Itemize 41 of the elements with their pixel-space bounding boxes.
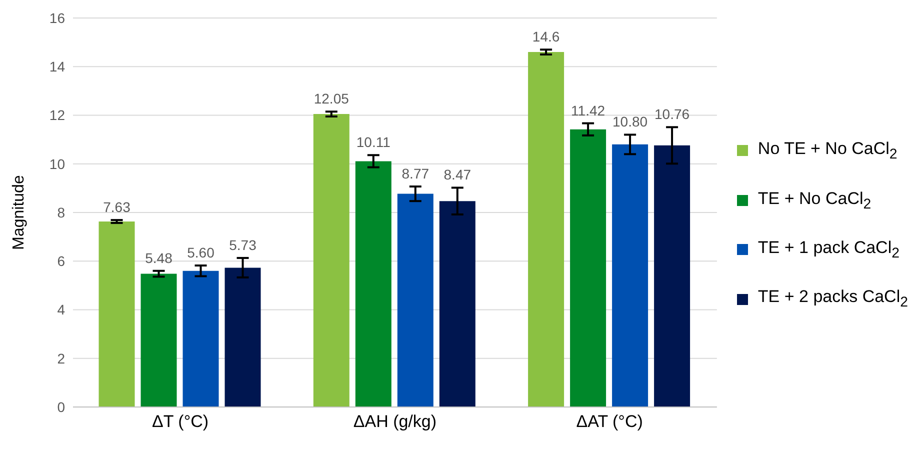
bar (140, 274, 177, 407)
y-tick-label: 10 (49, 156, 66, 172)
data-label: 10.11 (356, 134, 391, 150)
data-label: 5.48 (145, 250, 173, 266)
data-label: 14.6 (532, 28, 560, 45)
bar (528, 52, 564, 407)
y-tick-label: 4 (57, 302, 66, 318)
bar (313, 114, 350, 407)
bar (98, 221, 135, 407)
data-label: 11.42 (571, 102, 606, 118)
y-tick-label: 2 (57, 350, 66, 366)
legend-label: TE + 1 pack CaCl$_{2}$ (758, 238, 900, 262)
bar (397, 194, 434, 407)
y-tick-label: 16 (49, 10, 66, 26)
bar (570, 129, 606, 407)
bar (355, 161, 392, 407)
y-tick-label: 12 (49, 107, 66, 124)
bar (439, 201, 476, 407)
legend-label: TE + No CaCl$_{2}$ (758, 188, 872, 212)
y-tick-label: 8 (57, 204, 66, 220)
y-tick-label: 0 (57, 398, 66, 415)
x-tick-label: ΔAT (°C) (576, 412, 643, 432)
data-label: 8.77 (402, 165, 430, 182)
bar (182, 270, 219, 407)
y-tick-label: 6 (57, 253, 66, 270)
legend-label: No TE + No CaCl$_{2}$ (758, 139, 898, 163)
legend-label: TE + 2 packs CaCl$_{2}$ (758, 287, 908, 311)
bar (654, 145, 690, 407)
y-axis-title: Magnitude (10, 175, 28, 250)
data-label: 7.63 (103, 199, 131, 216)
data-label: 5.73 (229, 236, 257, 253)
data-label: 8.47 (444, 166, 472, 183)
data-label: 10.76 (654, 106, 690, 122)
x-tick-label: ΔAH (g/kg) (353, 412, 437, 432)
y-tick-label: 14 (49, 58, 66, 75)
data-label: 5.60 (187, 244, 215, 260)
x-tick-label: ΔT (°C) (152, 412, 209, 432)
bar (612, 144, 648, 407)
data-label: 12.05 (314, 90, 350, 107)
data-label: 10.80 (612, 114, 648, 130)
bar (224, 268, 261, 407)
